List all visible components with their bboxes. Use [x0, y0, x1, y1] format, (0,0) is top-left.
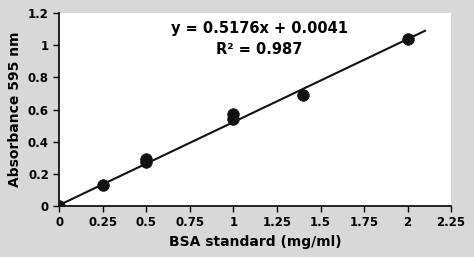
- Point: [99, 183, 107, 187]
- Point: [55, 204, 63, 208]
- Text: R² = 0.987: R² = 0.987: [216, 42, 303, 57]
- Point: [229, 112, 237, 116]
- Point: [404, 37, 411, 41]
- Point: [229, 117, 237, 121]
- Point: [143, 160, 150, 164]
- Point: [299, 93, 307, 97]
- Point: [143, 157, 150, 161]
- Y-axis label: Absorbance 595 nm: Absorbance 595 nm: [9, 32, 22, 187]
- X-axis label: BSA standard (mg/ml): BSA standard (mg/ml): [169, 235, 342, 249]
- Text: y = 0.5176x + 0.0041: y = 0.5176x + 0.0041: [171, 21, 348, 36]
